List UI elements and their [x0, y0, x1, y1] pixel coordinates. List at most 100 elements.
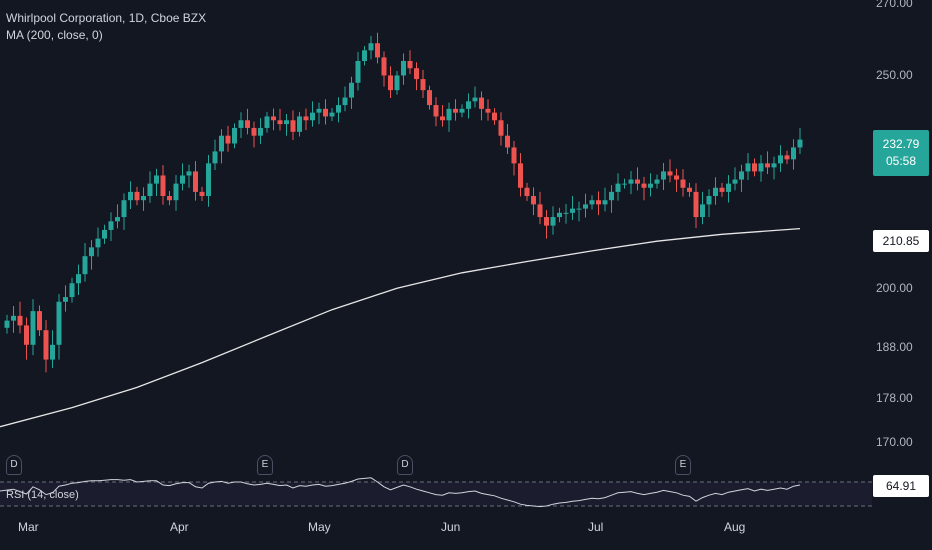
candle-body	[160, 175, 166, 197]
candle-body	[121, 200, 127, 218]
candle-body	[180, 175, 185, 184]
candle-body	[238, 120, 244, 128]
candle-body	[752, 163, 757, 172]
candle-body	[388, 75, 393, 91]
candle-body	[271, 116, 276, 121]
candle-body	[375, 43, 380, 58]
candle-body	[225, 135, 231, 144]
symbol-title[interactable]: Whirlpool Corporation, 1D, Cboe BZX	[6, 11, 207, 25]
candle-body	[401, 61, 406, 76]
candle-body	[43, 330, 49, 360]
earnings-event-icon[interactable]: E	[257, 455, 273, 475]
dividend-event-icon[interactable]: D	[6, 455, 22, 475]
candle-body	[420, 79, 426, 91]
candle-body	[37, 311, 42, 331]
candle-body	[336, 105, 341, 113]
candle-body	[108, 221, 114, 230]
ma-value-tag: 210.85	[873, 230, 929, 252]
candle-body	[518, 163, 523, 188]
candle-body	[56, 301, 62, 345]
candle-body	[583, 204, 588, 209]
candle-body	[544, 217, 549, 226]
candle-body	[141, 196, 146, 201]
candle-body	[570, 208, 575, 213]
candle-body	[498, 120, 504, 136]
candle-body	[115, 217, 120, 222]
candle-body	[17, 315, 23, 326]
last-price-value: 232.79	[882, 137, 920, 151]
candle-body	[362, 50, 367, 62]
candle-body	[219, 135, 224, 152]
candle-body	[154, 175, 159, 184]
candle-body	[290, 120, 296, 132]
candle-body	[791, 147, 796, 160]
ma-legend[interactable]: MA (200, close, 0)	[6, 28, 103, 42]
candle-body	[381, 57, 387, 76]
earnings-event-icon[interactable]: E	[675, 455, 691, 475]
candle-body	[69, 283, 75, 298]
candle-body	[284, 120, 289, 125]
candle-body	[186, 171, 192, 176]
candle-body	[563, 212, 569, 214]
candle-body	[648, 183, 653, 188]
candle-body	[24, 325, 29, 345]
candle-body	[258, 127, 263, 136]
candle-body	[524, 187, 530, 197]
candle-body	[11, 315, 16, 321]
candle-body	[459, 108, 465, 113]
candle-body	[622, 183, 627, 185]
candle-body	[472, 97, 478, 102]
candle-body	[134, 191, 140, 201]
candle-body	[680, 179, 686, 188]
candle-body	[355, 61, 361, 83]
y-axis-label: 170.00	[876, 435, 913, 449]
y-axis-label: 250.00	[876, 68, 913, 82]
candle-body	[615, 183, 621, 192]
candle-body	[316, 108, 322, 113]
candle-body	[102, 229, 107, 239]
x-axis-label: Jun	[441, 520, 461, 534]
rsi-value-tag: 64.91	[873, 475, 929, 497]
candle-body	[674, 175, 679, 180]
last-price-tag: 232.79 05:58	[873, 130, 929, 176]
candle-body	[212, 151, 218, 164]
candle-body	[128, 191, 133, 201]
candle-body	[485, 108, 491, 113]
candle-body	[427, 90, 432, 106]
candle-body	[368, 43, 374, 51]
candle-body	[4, 320, 10, 328]
candle-body	[440, 116, 445, 121]
candle-body	[589, 200, 595, 205]
candle-body	[700, 204, 705, 218]
rsi-line	[0, 477, 801, 508]
candle-body	[303, 116, 309, 121]
rsi-legend[interactable]: RSI (14, close)	[6, 489, 79, 501]
candle-body	[667, 171, 673, 176]
candle-body	[778, 155, 783, 164]
candle-body	[654, 179, 660, 184]
y-axis-label: 200.00	[876, 281, 913, 295]
candle-body	[784, 155, 790, 160]
candle-body	[251, 127, 257, 136]
candle-body	[173, 183, 179, 201]
candle-body	[758, 163, 764, 172]
y-axis-label: 188.00	[876, 340, 913, 354]
bar-countdown: 05:58	[885, 154, 917, 168]
candle-body	[726, 183, 731, 192]
candle-body	[414, 68, 419, 80]
candle-body	[394, 75, 400, 91]
candle-body	[95, 238, 101, 248]
candle-body	[342, 97, 348, 106]
candle-body	[739, 171, 744, 180]
candle-body	[628, 179, 634, 184]
dividend-event-icon[interactable]: D	[397, 455, 413, 475]
candle-body	[576, 208, 582, 210]
candle-body	[596, 200, 601, 205]
candle-body	[661, 171, 666, 180]
candle-body	[277, 120, 283, 125]
candle-body	[641, 183, 647, 188]
chart-legend: Whirlpool Corporation, 1D, Cboe BZX MA (…	[6, 10, 206, 44]
candle-body	[453, 108, 458, 113]
candle-body	[349, 82, 354, 98]
